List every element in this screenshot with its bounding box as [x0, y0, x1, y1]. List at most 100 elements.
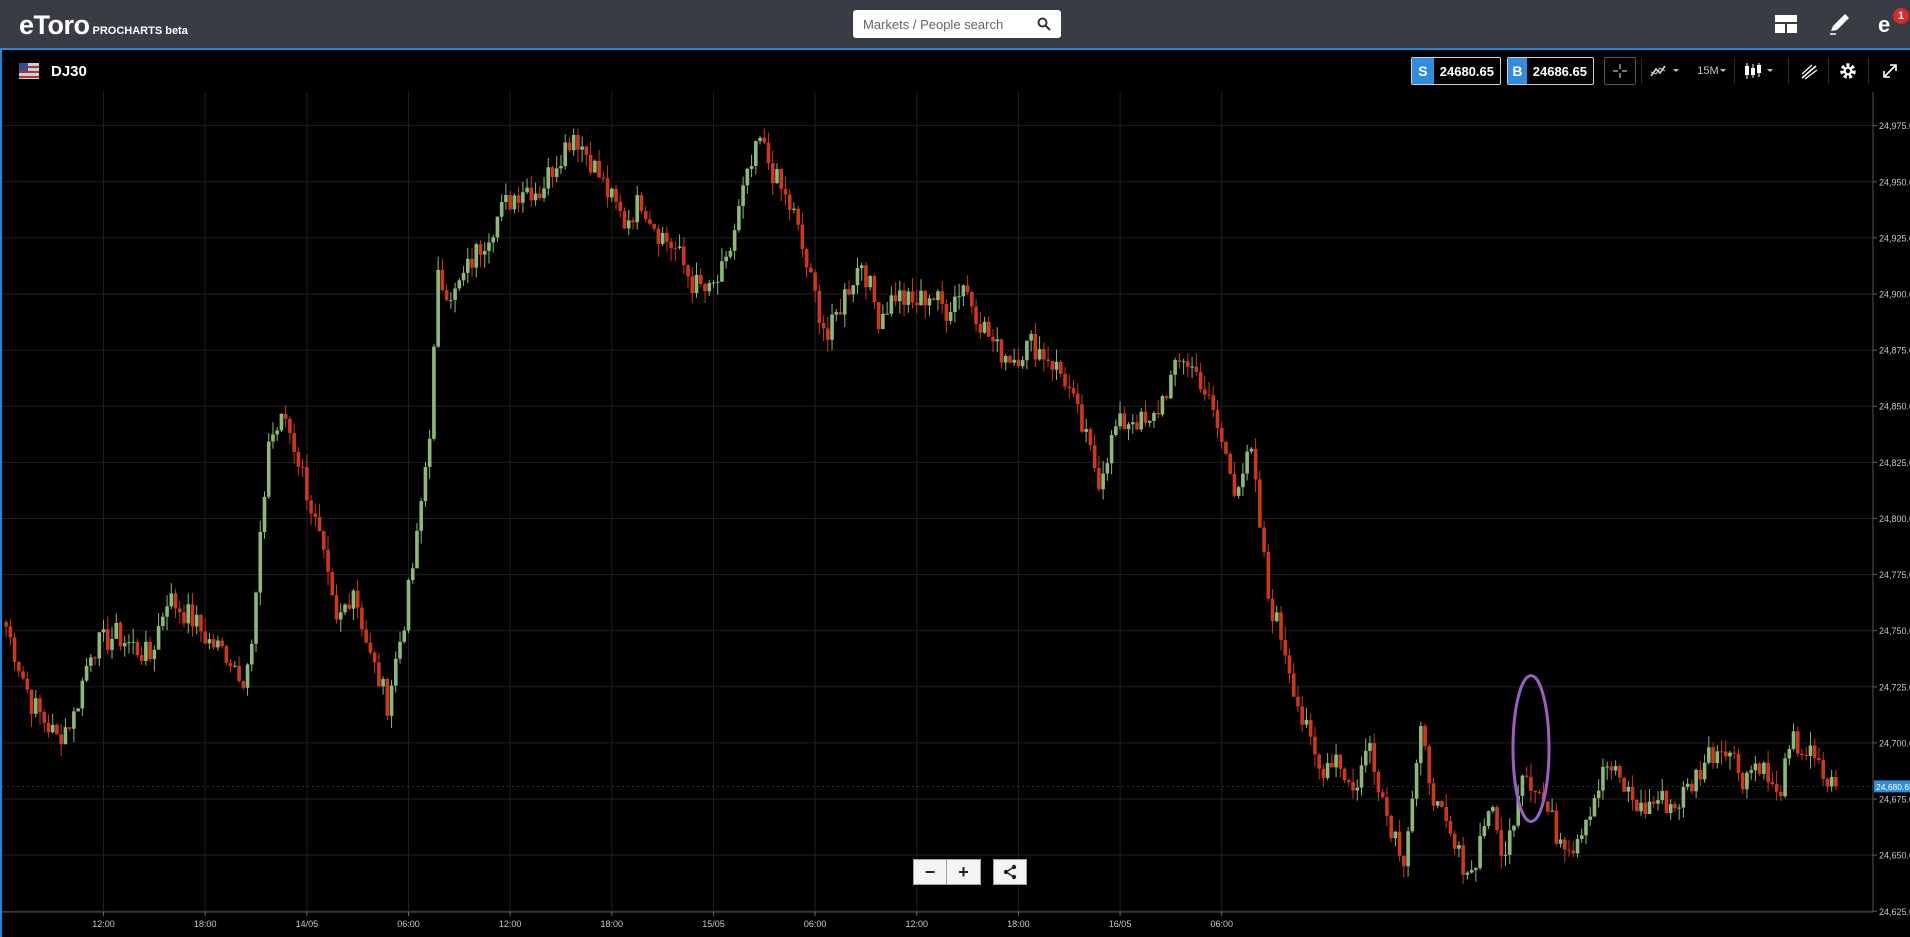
candle-body: [770, 163, 775, 184]
candle-body: [139, 655, 144, 661]
etoro-logo[interactable]: eToro PROCHARTS beta: [19, 8, 188, 40]
x-tick-label: 14/05: [296, 919, 319, 929]
candle-body: [1503, 854, 1508, 856]
candlestick-icon: [1745, 63, 1773, 79]
candle-body: [1169, 374, 1173, 399]
candle-body: [1520, 775, 1525, 796]
candle-body: [1596, 790, 1601, 799]
layout-icon[interactable]: [1773, 11, 1799, 37]
candle-body: [639, 195, 644, 211]
crosshair-button[interactable]: [1604, 57, 1636, 85]
indicators-button[interactable]: [1646, 57, 1686, 85]
candle-body: [982, 321, 987, 333]
crosshair-icon: [1613, 64, 1627, 78]
candle-body: [300, 466, 305, 468]
candle-body: [419, 501, 424, 531]
left-accent-border: [0, 50, 2, 937]
candle-body: [1740, 773, 1745, 790]
chart-type-button[interactable]: [1740, 57, 1780, 85]
candle-body: [465, 258, 470, 273]
y-tick-label: 24,750.00: [1879, 626, 1910, 636]
candlestick-chart[interactable]: 24,625.00 24,650.00 24,675.00 24,700.00 24,7…: [0, 92, 1910, 937]
candle-body: [296, 451, 301, 467]
candle-body: [1266, 551, 1271, 599]
candle-body: [1783, 758, 1787, 797]
candle-body: [1452, 833, 1457, 849]
candle-body: [1245, 451, 1249, 474]
candle-body: [813, 272, 817, 291]
candle-body: [720, 261, 724, 282]
candle-body: [834, 312, 839, 315]
share-button[interactable]: [993, 859, 1027, 885]
candle-body: [1270, 598, 1275, 622]
candle-body: [347, 604, 351, 609]
candle-body: [673, 247, 678, 249]
timeframe-selector[interactable]: 15M: [1694, 57, 1730, 85]
candle-body: [1762, 762, 1766, 774]
candle-body: [330, 572, 335, 596]
candle-body: [559, 166, 563, 169]
candle-body: [563, 142, 568, 167]
candle-body: [1427, 746, 1432, 784]
candle-body: [1694, 769, 1698, 792]
settings-button[interactable]: [1834, 57, 1862, 85]
search-input[interactable]: Markets / People search: [853, 10, 1061, 38]
candle-body: [792, 208, 796, 210]
buy-button[interactable]: B 24686.65: [1507, 57, 1594, 85]
candle-body: [283, 413, 288, 419]
search-placeholder: Markets / People search: [863, 16, 1004, 32]
candle-body: [872, 276, 877, 303]
candle-body: [817, 290, 822, 323]
candle-body: [207, 639, 212, 644]
search-icon[interactable]: [1037, 17, 1051, 31]
candle-body: [999, 339, 1004, 363]
fullscreen-button[interactable]: [1876, 57, 1904, 85]
instrument-name[interactable]: DJ30: [51, 63, 87, 80]
current-price-marker: [1874, 780, 1910, 793]
candle-body: [1567, 849, 1571, 851]
price-chart[interactable]: 24,625.00 24,650.00 24,675.00 24,700.00 24,7…: [0, 92, 1910, 937]
candle-body: [1363, 750, 1368, 766]
chart-header: DJ30 S 24680.65 B 24686.65 15M: [0, 50, 1910, 92]
candle-body: [1402, 855, 1406, 867]
time-axis[interactable]: 12:00 18:00 14/05 06:00 12:00 18:00 15/05 06:00…: [2, 911, 1873, 929]
candle-body: [504, 194, 508, 203]
notification-icon[interactable]: e: [1876, 11, 1902, 37]
candle-body: [550, 167, 555, 177]
candle-body: [584, 146, 589, 155]
candle-body: [986, 321, 991, 337]
candle-body: [275, 430, 279, 435]
x-tick-label: 12:00: [905, 919, 928, 929]
candle-body: [190, 604, 195, 627]
candle-body: [1812, 745, 1817, 758]
sell-label: S: [1412, 58, 1434, 84]
candle-body: [148, 641, 152, 660]
candle-body: [855, 268, 860, 286]
candle-body: [1058, 361, 1063, 374]
notification-badge[interactable]: 1: [1893, 8, 1909, 24]
candle-body: [707, 283, 712, 292]
zoom-in-button[interactable]: +: [947, 859, 981, 885]
candle-body: [1054, 361, 1059, 370]
drawing-tools-button[interactable]: [1795, 57, 1823, 85]
candle-body: [1050, 361, 1055, 370]
zoom-out-button[interactable]: −: [913, 859, 947, 885]
logo-subtitle: PROCHARTS beta: [92, 25, 188, 37]
sell-button[interactable]: S 24680.65: [1411, 57, 1501, 85]
candle-body: [1249, 448, 1254, 452]
candle-body: [1101, 473, 1105, 490]
candle-body: [1622, 777, 1626, 792]
candle-body: [889, 295, 894, 314]
x-tick-label: 18:00: [601, 919, 624, 929]
candle-body: [1817, 757, 1821, 760]
candle-body: [775, 169, 779, 184]
candle-body: [1092, 445, 1097, 469]
candle-body: [1715, 751, 1720, 764]
candle-body: [1418, 726, 1423, 764]
candle-body: [1164, 396, 1169, 399]
candle-body: [165, 606, 169, 617]
price-axis[interactable]: 24,625.00 24,650.00 24,675.00 24,700.00 24,7…: [2, 92, 1910, 917]
pencil-icon[interactable]: [1826, 11, 1852, 37]
candle-body: [1075, 393, 1080, 405]
candle-body: [1524, 775, 1529, 777]
